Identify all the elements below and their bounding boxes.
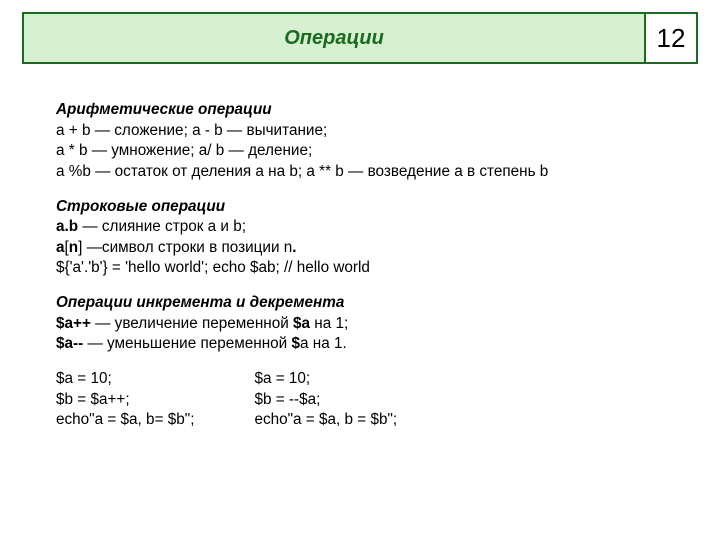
string-l1-rest: — слияние строк a и b; [78,218,246,235]
arith-line-3: a %b — остаток от деления а на b; a ** b… [56,162,680,183]
incdec-l1-mid: — увеличение переменной [91,315,293,332]
string-l2-a: a [56,239,65,256]
incdec-l1-a: $a++ [56,315,91,332]
example-right: $a = 10; $b = --$a; echo"a = $a, b = $b"… [254,369,397,431]
arith-title: Арифметические операции [56,100,680,121]
string-line-1: a.b — слияние строк a и b; [56,217,680,238]
string-line-3: ${'a'.'b'} = 'hello world'; echo $ab; //… [56,258,680,279]
incdec-l2-a: $a-- [56,335,83,352]
incdec-line-1: $a++ — увеличение переменной $a на 1; [56,314,680,335]
string-line-2: a[n] —символ строки в позиции n. [56,238,680,259]
incdec-l2-b: $ [291,335,300,352]
slide-title: Операции [24,14,644,62]
incdec-l1-end: на 1; [310,315,348,332]
string-l1-bold: a.b [56,218,78,235]
incdec-l1-b: $a [293,315,310,332]
page-number: 12 [644,14,696,62]
string-l2-rest: —символ строки в позиции n [82,239,292,256]
string-l2-dot: . [292,239,296,256]
string-title: Строковые операции [56,197,680,218]
string-l2-n: n [69,239,78,256]
arith-line-1: a + b — сложение; a - b — вычитание; [56,121,680,142]
examples-row: $a = 10; $b = $a++; echo"a = $a, b= $b";… [56,369,680,431]
example-left: $a = 10; $b = $a++; echo"a = $a, b= $b"; [56,369,194,431]
incdec-l2-mid: — уменьшение переменной [83,335,291,352]
arith-line-2: a * b — умножение; a/ b — деление; [56,141,680,162]
incdec-line-2: $a-- — уменьшение переменной $a на 1. [56,334,680,355]
slide-header: Операции 12 [22,12,698,64]
slide-body: Арифметические операции a + b — сложение… [56,100,680,431]
incdec-title: Операции инкремента и декремента [56,293,680,314]
incdec-l2-end: a на 1. [300,335,347,352]
